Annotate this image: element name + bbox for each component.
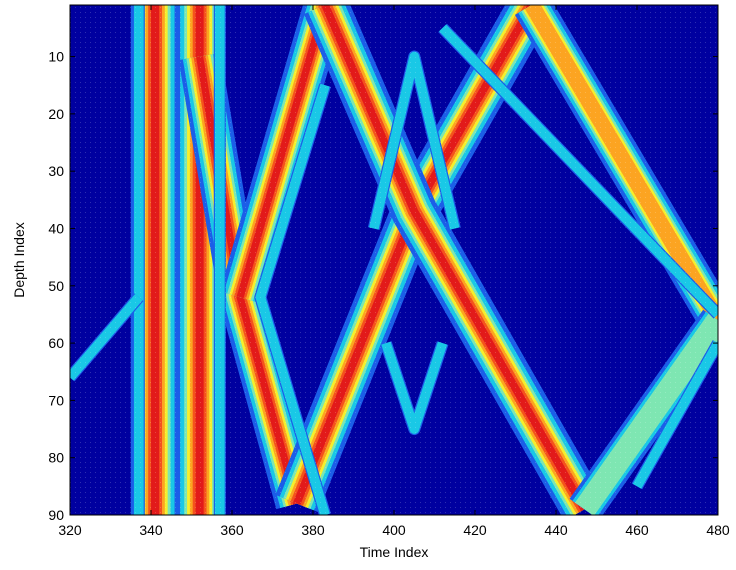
y-tick-label: 50: [48, 278, 64, 294]
y-tick-label: 30: [48, 163, 64, 179]
y-tick-label: 90: [48, 507, 64, 523]
x-tick-label: 400: [382, 522, 406, 538]
x-tick-label: 340: [139, 522, 163, 538]
y-axis-ticks: 10 20 30 40 50 60 70 80 90: [48, 49, 718, 523]
x-tick-label: 480: [706, 522, 730, 538]
y-tick-label: 70: [48, 392, 64, 408]
x-tick-label: 420: [463, 522, 487, 538]
x-tick-label: 380: [301, 522, 325, 538]
y-tick-label: 20: [48, 106, 64, 122]
x-tick-label: 360: [220, 522, 244, 538]
x-tick-label: 320: [58, 522, 82, 538]
y-tick-label: 80: [48, 450, 64, 466]
y-tick-label: 10: [48, 49, 64, 65]
y-tick-label: 40: [48, 220, 64, 236]
plot-texture: [70, 5, 718, 515]
x-axis-ticks: 320 340 360 380 400 420 440 460 480: [58, 5, 730, 538]
y-axis-label: Depth Index: [11, 222, 27, 298]
y-tick-label: 60: [48, 335, 64, 351]
x-tick-label: 440: [544, 522, 568, 538]
x-axis-label: Time Index: [360, 544, 429, 560]
x-tick-label: 460: [625, 522, 649, 538]
